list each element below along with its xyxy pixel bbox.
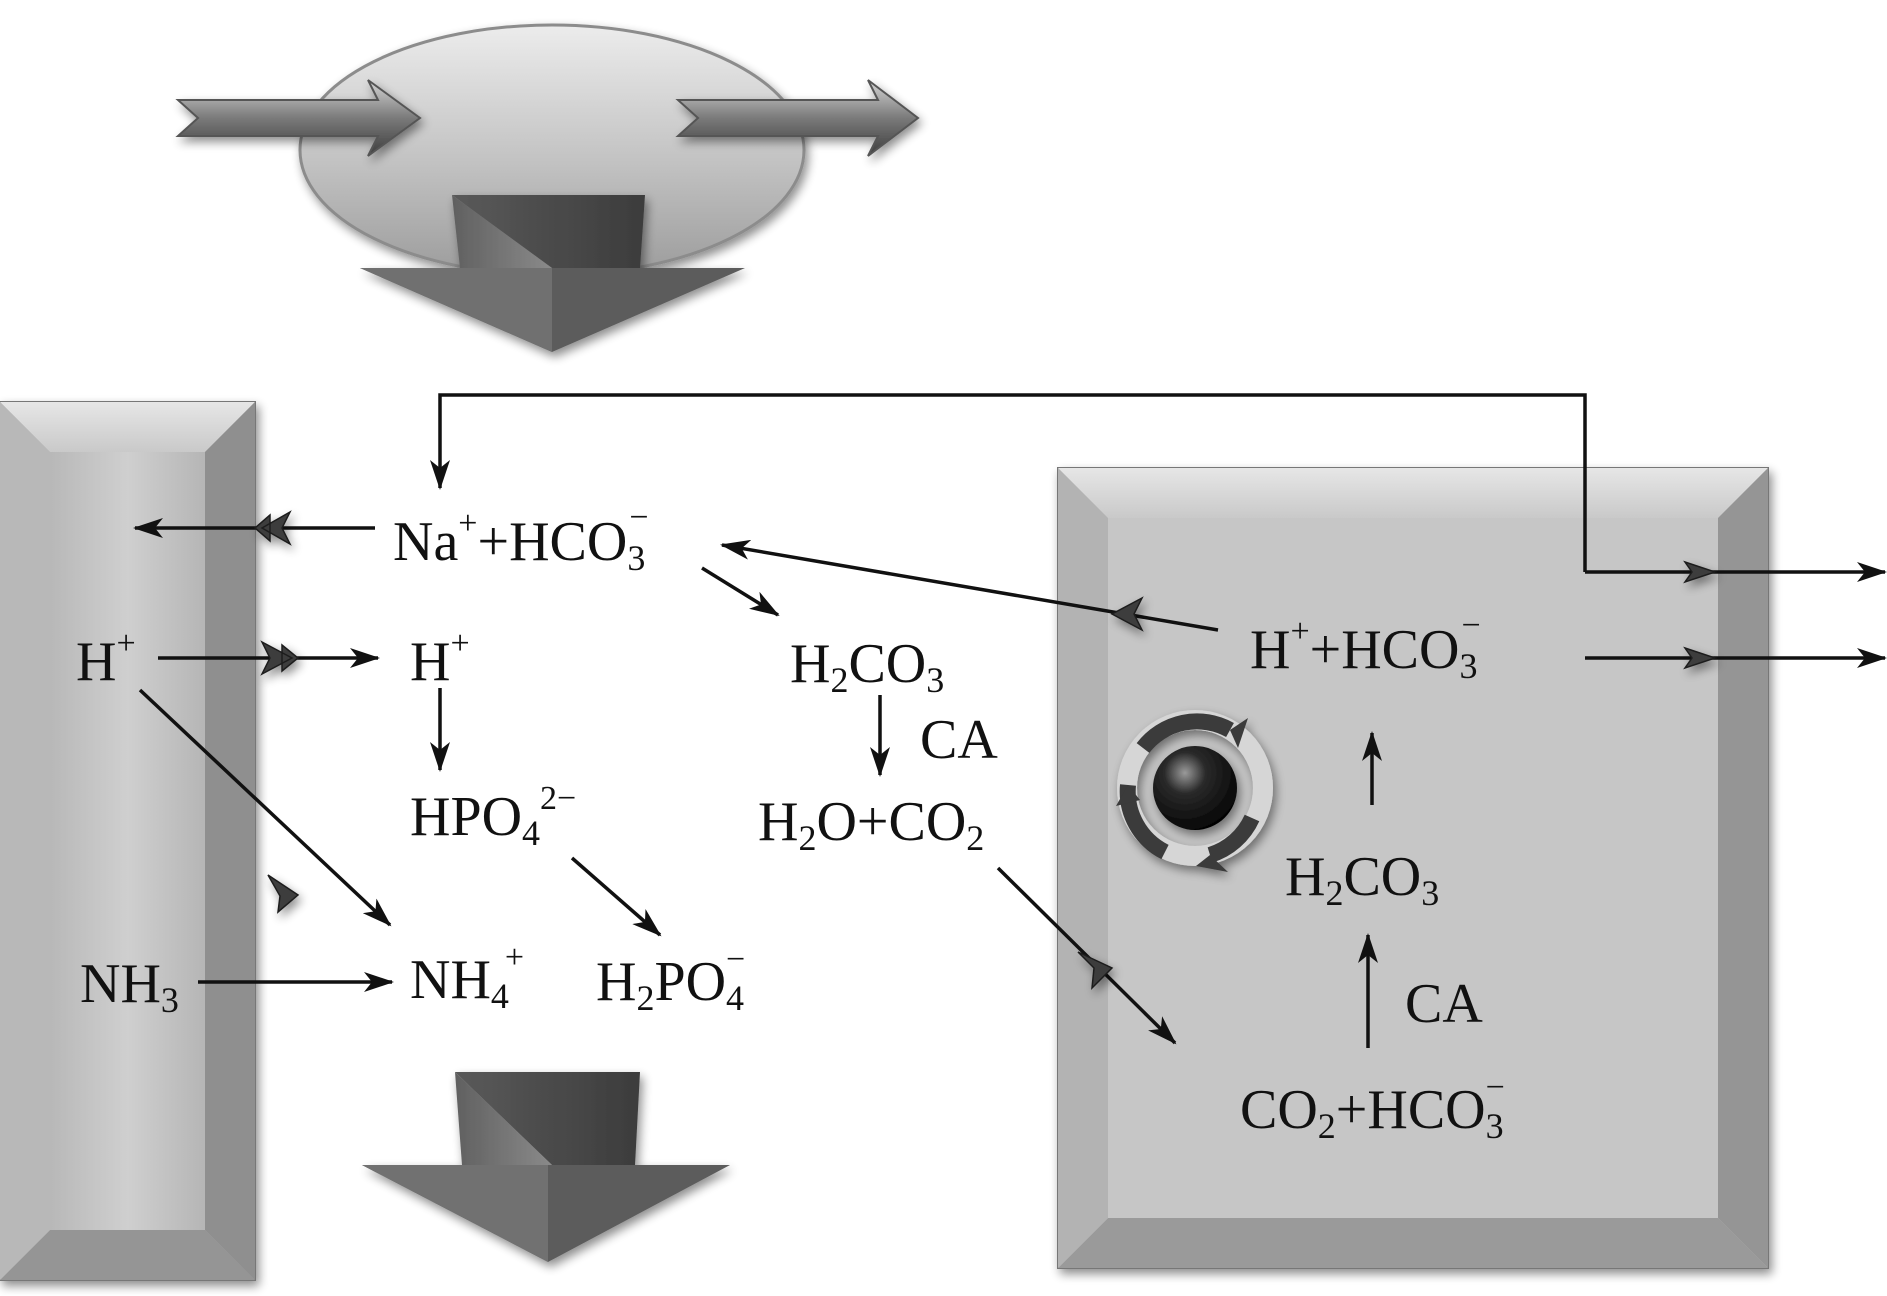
chevron-arrow-icon [1683,560,1718,584]
top-down-block-arrow [360,195,745,352]
chevron-arrow-icon [1110,596,1144,632]
label-h2o-co2: H2O+CO2 [758,791,984,858]
chevron-arrow-icon [253,510,292,546]
chevron-arrow-icon [260,640,300,676]
label-nh3: NH3 [80,953,179,1020]
label-na-hco3: Na++HCO3− [393,499,649,578]
label-nh4: NH4+ [410,939,524,1016]
right-cell-panel [1057,467,1769,1269]
label-h2co3-cell: H2CO3 [1285,846,1439,913]
label-h2co3-lumen: H2CO3 [790,633,944,700]
label-h-plus-mid: H+ [410,625,470,693]
label-h-plus-left: H+ [76,625,136,693]
top-left-flow-arrow [175,79,422,157]
arrow-h-to-nh4 [138,688,392,927]
circular-arrows-around-sphere-icon [1116,710,1273,872]
top-ellipse-group [175,23,920,352]
chevron-arrow-icon [267,874,300,914]
membrane-channels [253,510,1718,991]
arrow-hpo4-to-h2po4 [570,856,662,937]
chevron-arrow-icon [1683,646,1718,670]
label-ca-lumen: CA [920,709,998,771]
label-h2po4: H2PO4− [596,941,745,1018]
bottom-down-block-arrow [362,1072,730,1262]
label-hpo4: HPO42− [410,780,576,853]
left-cell-panel [0,401,256,1281]
label-co2-hco3: CO2+HCO3− [1240,1069,1505,1146]
arrow-hco3-to-h2co3 [701,566,780,617]
chevron-arrow-icon [1077,951,1114,991]
label-ca-cell: CA [1405,973,1483,1035]
chemical-labels: Na++HCO3− H+ H+ HPO42− H2PO4− NH3 NH4+ H… [76,499,1505,1146]
top-right-flow-arrow [675,79,920,157]
label-h-hco3-cell: H++HCO3− [1250,607,1481,686]
recycle-loop-connector [430,393,1887,582]
